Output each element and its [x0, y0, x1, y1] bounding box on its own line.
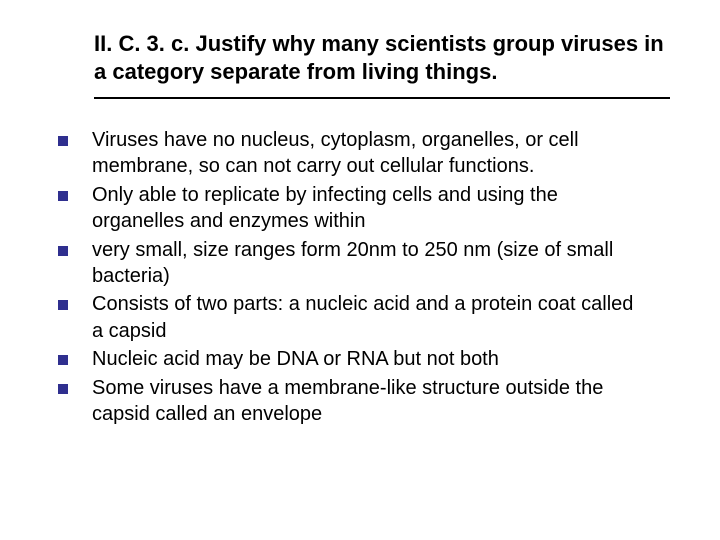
list-item-text: Only able to replicate by infecting cell… — [92, 182, 650, 235]
list-item-text: very small, size ranges form 20nm to 250… — [92, 237, 650, 290]
list-item: Some viruses have a membrane-like struct… — [58, 375, 650, 428]
list-item-text: Viruses have no nucleus, cytoplasm, orga… — [92, 127, 650, 180]
list-item: Nucleic acid may be DNA or RNA but not b… — [58, 346, 650, 372]
slide: II. C. 3. c. Justify why many scientists… — [0, 0, 720, 540]
slide-title: II. C. 3. c. Justify why many scientists… — [94, 30, 670, 85]
square-bullet-icon — [58, 246, 68, 256]
title-underline — [94, 97, 670, 99]
square-bullet-icon — [58, 355, 68, 365]
square-bullet-icon — [58, 300, 68, 310]
body-list: Viruses have no nucleus, cytoplasm, orga… — [58, 127, 650, 427]
list-item: Viruses have no nucleus, cytoplasm, orga… — [58, 127, 650, 180]
square-bullet-icon — [58, 136, 68, 146]
list-item: very small, size ranges form 20nm to 250… — [58, 237, 650, 290]
list-item: Consists of two parts: a nucleic acid an… — [58, 291, 650, 344]
list-item-text: Nucleic acid may be DNA or RNA but not b… — [92, 346, 650, 372]
square-bullet-icon — [58, 191, 68, 201]
square-bullet-icon — [58, 384, 68, 394]
list-item-text: Some viruses have a membrane-like struct… — [92, 375, 650, 428]
title-block: II. C. 3. c. Justify why many scientists… — [94, 30, 670, 85]
list-item: Only able to replicate by infecting cell… — [58, 182, 650, 235]
list-item-text: Consists of two parts: a nucleic acid an… — [92, 291, 650, 344]
